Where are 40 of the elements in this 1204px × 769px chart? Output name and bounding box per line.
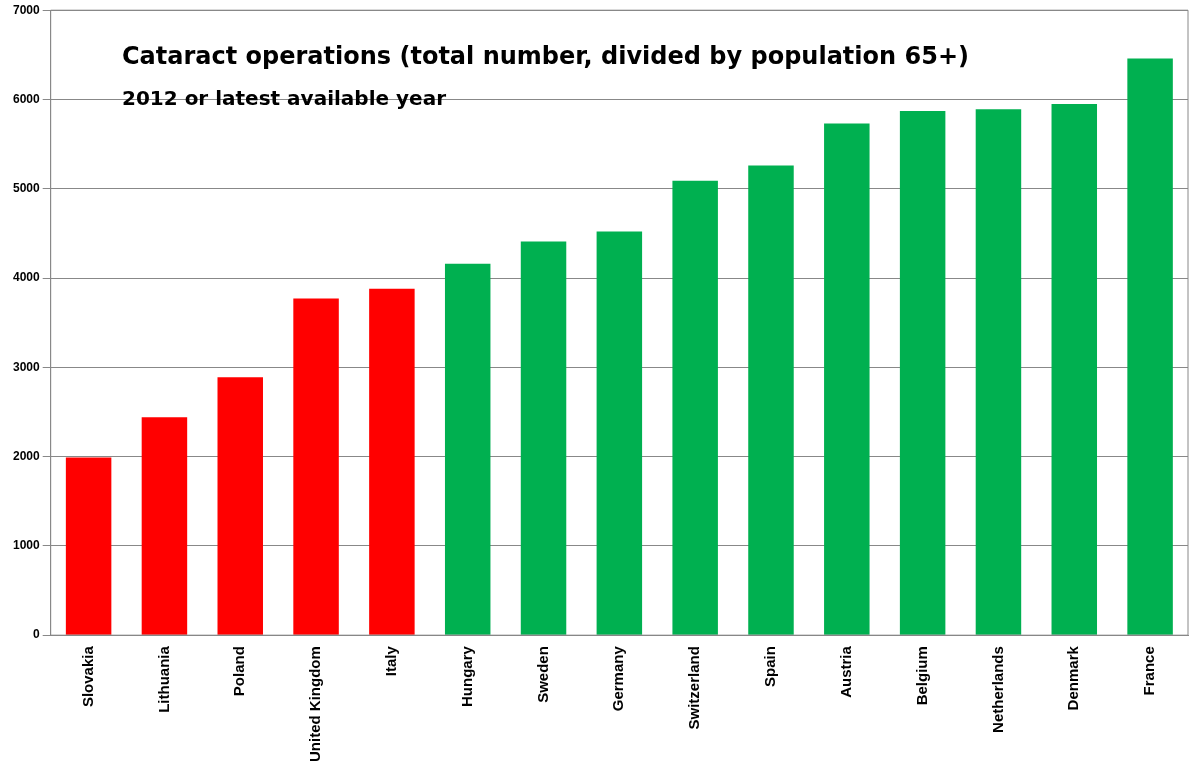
bar (65, 457, 112, 635)
y-tick-label: 7000 (12, 2, 41, 17)
x-tick-label: Slovakia (78, 645, 96, 708)
y-tick-label: 2000 (12, 448, 41, 463)
y-tick-label: 3000 (12, 359, 41, 374)
bar (141, 417, 188, 635)
bar (369, 288, 415, 635)
x-tick-label: Austria (836, 645, 854, 698)
x-tick-label: Spain (761, 646, 779, 688)
bar (1051, 103, 1098, 635)
x-tick-label: France (1140, 646, 1158, 696)
bar (824, 123, 870, 635)
bar (975, 109, 1022, 635)
bar (596, 231, 643, 635)
bar (520, 241, 567, 635)
y-tick-label: 1000 (12, 538, 41, 553)
x-tick-label: Italy (382, 645, 400, 677)
bar (217, 377, 263, 635)
x-tick-label: Poland (230, 646, 248, 697)
x-tick-label: Germany (609, 645, 627, 712)
x-tick-label: Hungary (457, 645, 475, 708)
bar (748, 165, 794, 635)
bar (1127, 58, 1173, 635)
text: Cataract operations (total number, divided by population 65+) (122, 42, 969, 70)
text: 2012 or latest available year (122, 86, 446, 110)
bar (444, 263, 491, 635)
x-tick-label: Switzerland (685, 646, 703, 730)
x-tick-label: Denmark (1064, 645, 1082, 711)
bar (293, 298, 339, 635)
y-tick-label: 0 (33, 627, 41, 642)
bar (899, 111, 946, 635)
y-tick-label: 4000 (12, 270, 41, 285)
y-tick-label: 5000 (12, 181, 41, 196)
x-tick-label: Belgium (912, 646, 930, 706)
x-tick-label: Lithuania (154, 645, 172, 713)
bar (672, 180, 718, 635)
x-tick-label: Sweden (533, 646, 551, 703)
y-tick-label: 6000 (12, 91, 41, 106)
x-tick-label: United Kingdom (306, 646, 324, 763)
x-tick-label: Netherlands (988, 646, 1006, 733)
